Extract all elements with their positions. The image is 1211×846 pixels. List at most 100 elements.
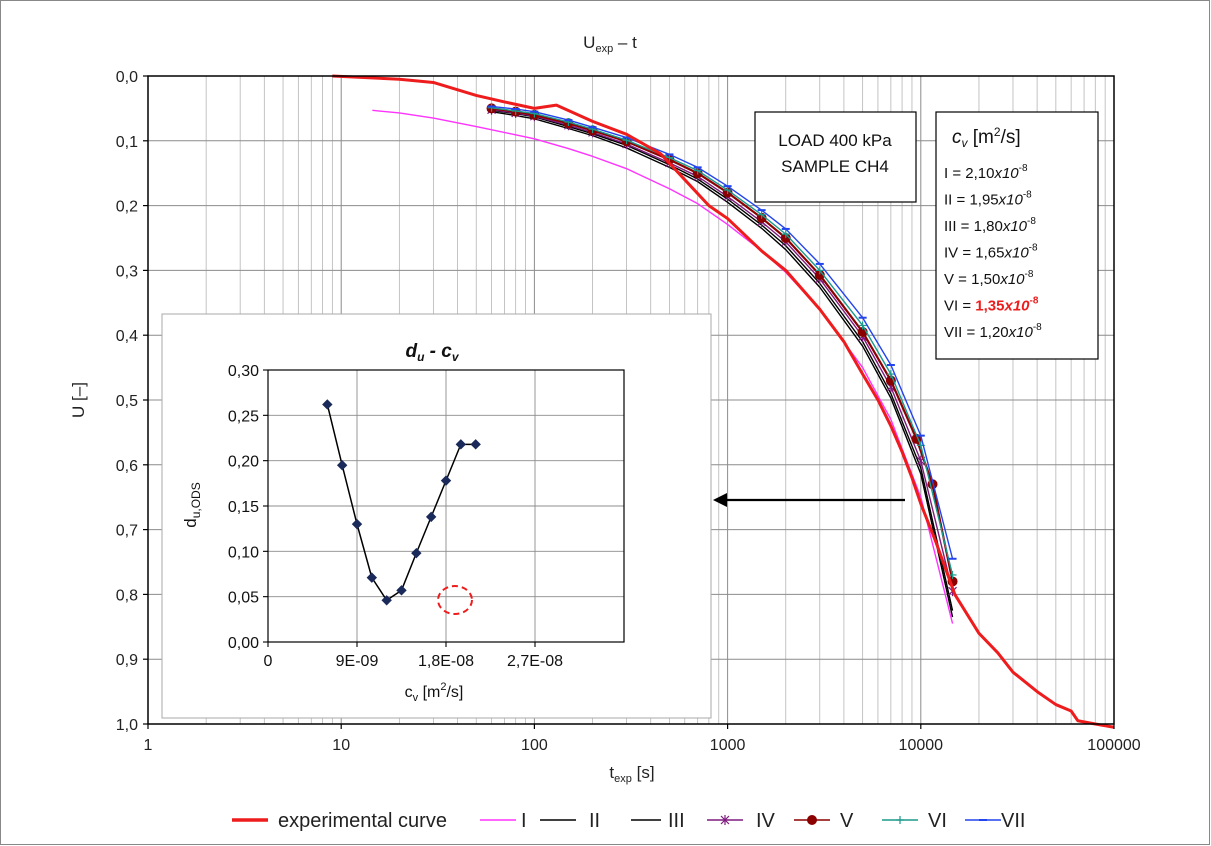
- legend-label: VII: [1001, 810, 1025, 832]
- main-y-tick-labels: 0,0 0,1 0,2 0,3 0,4 0,5 0,6 0,7 0,8 0,9 1,0: [116, 69, 148, 734]
- main-y-tick-label: 0,4: [116, 328, 138, 345]
- series-line: [491, 110, 954, 618]
- series-line: [491, 109, 954, 611]
- data-point: [351, 518, 363, 530]
- main-x-tick-labels: 1 10 100 1000 10000 100000: [144, 724, 1141, 754]
- legend-label: II: [589, 810, 600, 832]
- inset-y-tick-label: 0,15: [228, 499, 259, 516]
- inset-x-tick-label: 9E-09: [336, 653, 379, 670]
- load-sample-box: LOAD 400 kPa SAMPLE CH4: [754, 111, 917, 203]
- legend-item-vii: VII: [965, 810, 1025, 832]
- legend: experimental curve I II III IV V VI VII: [232, 810, 1025, 832]
- data-point: [455, 439, 467, 450]
- inset-x-tick-label: 2,7E-08: [507, 653, 563, 670]
- cv-row: V = 1,50x10-8: [944, 269, 1034, 288]
- main-plot-series: [332, 74, 1115, 729]
- cv-box-header: cv [m2/s]: [952, 125, 1021, 150]
- data-point: [723, 186, 732, 195]
- inset-y-axis-label: du,ODS: [181, 482, 203, 527]
- inset-x-tick-label: 1,8E-08: [418, 653, 474, 670]
- legend-item-ii: II: [540, 810, 600, 832]
- cv-row: VI = 1,35x10-8: [944, 296, 1039, 315]
- main-series-iii: [491, 109, 954, 611]
- legend-item-experimental-curve: experimental curve: [232, 810, 447, 832]
- data-point: [425, 511, 437, 523]
- legend-item-i: I: [480, 810, 527, 832]
- data-point: [781, 230, 790, 239]
- sample-label: SAMPLE CH4: [781, 157, 889, 176]
- data-point: [815, 266, 824, 275]
- legend-label: I: [521, 810, 527, 832]
- inset-plot-series: [322, 399, 481, 606]
- data-point: [886, 370, 895, 379]
- cv-row: VII = 1,20x10-8: [944, 322, 1042, 341]
- main-series-experimental-curve: [332, 74, 1115, 729]
- main-y-tick-label: 0,9: [116, 652, 138, 669]
- cv-row: I = 2,10x10-8: [944, 163, 1028, 182]
- series-line: [332, 74, 1115, 729]
- main-y-tick-label: 0,6: [116, 458, 138, 475]
- series-line: [491, 109, 954, 592]
- inset-chart: du - cv 0,00 0,05 0,10 0,15 0,20 0,25 0,30 0 9E…: [161, 313, 712, 719]
- main-x-tick-label: 10: [332, 737, 350, 754]
- inset-x-tick-label: 0: [264, 653, 273, 670]
- main-x-tick-label: 10000: [899, 737, 944, 754]
- inset-series-du: [322, 399, 481, 606]
- inset-y-tick-label: 0,10: [228, 544, 259, 561]
- data-point: [322, 399, 333, 410]
- inset-y-tick-label: 0,25: [228, 408, 259, 425]
- main-chart-title: Uexp – t: [583, 33, 637, 55]
- legend-marker: [720, 815, 730, 825]
- legend-label: V: [840, 810, 854, 832]
- cv-row: III = 1,80x10-8: [944, 216, 1036, 235]
- main-x-tick-label: 1: [144, 737, 153, 754]
- data-point: [396, 585, 407, 596]
- cv-values-box: cv [m2/s] I = 2,10x10-8 II = 1,95x10-8 III…: [935, 111, 1099, 360]
- cv-row: IV = 1,65x10-8: [944, 243, 1038, 262]
- minimum-highlight-circle: [437, 585, 473, 615]
- main-y-tick-label: 0,0: [116, 69, 138, 86]
- inset-y-tick-label: 0,05: [228, 590, 259, 607]
- legend-item-iii: III: [631, 810, 685, 832]
- series-line: [491, 105, 954, 559]
- data-point: [948, 570, 957, 579]
- main-y-tick-label: 0,7: [116, 523, 138, 540]
- main-y-tick-label: 0,8: [116, 587, 138, 604]
- main-y-tick-label: 0,2: [116, 199, 138, 216]
- main-x-tick-label: 100: [521, 737, 548, 754]
- legend-marker: [896, 816, 904, 824]
- main-series-vii: [487, 105, 957, 560]
- data-point: [470, 439, 481, 450]
- data-point: [487, 103, 496, 112]
- main-x-tick-label: 100000: [1087, 737, 1140, 754]
- main-y-tick-label: 1,0: [116, 717, 138, 734]
- main-x-axis-label: texp [s]: [609, 763, 654, 785]
- main-y-tick-label: 0,3: [116, 263, 138, 280]
- main-y-tick-label: 0,5: [116, 393, 138, 410]
- legend-item-iv: IV: [707, 810, 776, 832]
- data-point: [411, 547, 422, 559]
- legend-label: III: [668, 810, 685, 832]
- main-series-ii: [491, 110, 954, 618]
- legend-label: IV: [756, 810, 776, 832]
- inset-y-tick-label: 0,20: [228, 454, 259, 471]
- series-line: [372, 109, 954, 624]
- main-y-axis-label: U [–]: [69, 382, 88, 418]
- load-label: LOAD 400 kPa: [778, 131, 892, 150]
- inset-x-axis-label: cv [m2/s]: [405, 681, 464, 704]
- main-y-tick-label: 0,1: [116, 134, 138, 151]
- inset-y-tick-label: 0,30: [228, 363, 259, 380]
- pointer-arrow: [713, 493, 905, 507]
- main-series-i: [372, 109, 954, 624]
- legend-item-v: V: [794, 810, 854, 832]
- data-point: [440, 475, 452, 486]
- inset-chart-title: du - cv: [405, 341, 459, 364]
- data-point: [366, 572, 378, 583]
- data-point: [381, 595, 392, 606]
- cv-row: II = 1,95x10-8: [944, 190, 1032, 209]
- inset-x-tick-labels: 0 9E-09 1,8E-08 2,7E-08: [264, 642, 563, 670]
- legend-marker: [807, 815, 817, 825]
- inset-y-tick-label: 0,00: [228, 635, 259, 652]
- inset-y-tick-labels: 0,00 0,05 0,10 0,15 0,20 0,25 0,30: [228, 363, 268, 652]
